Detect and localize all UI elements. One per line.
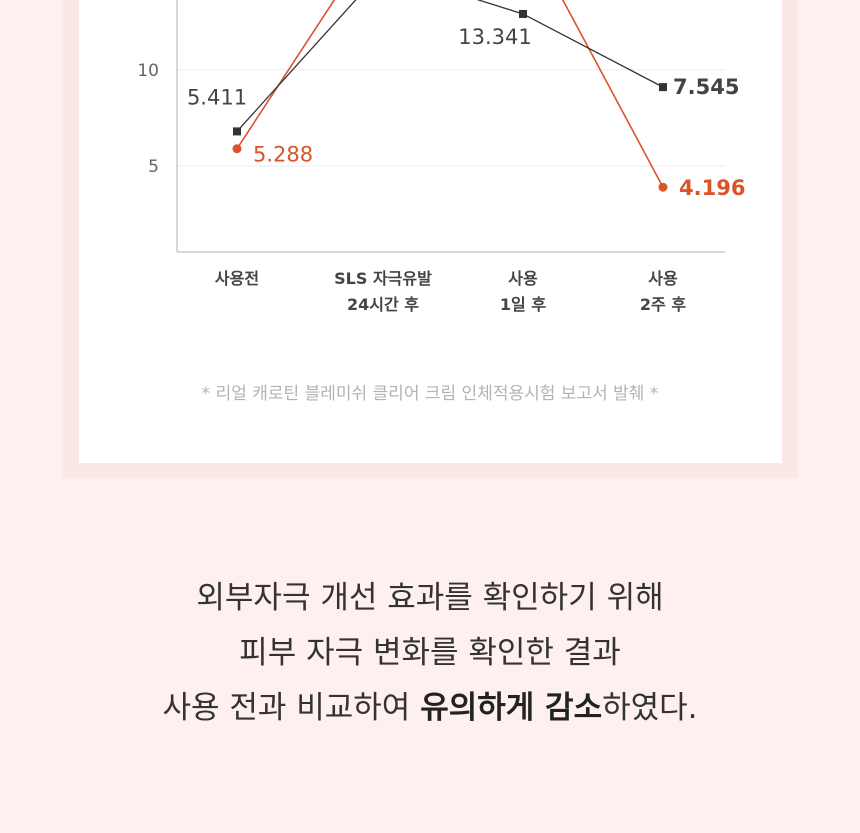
data-point: [659, 83, 667, 92]
data-point: [658, 182, 668, 192]
x-tick-label: 2주 후: [640, 295, 686, 314]
data-point: [232, 144, 242, 154]
x-tick-label: 사용: [648, 269, 678, 288]
data-label: 4.196: [679, 176, 745, 200]
data-label: 13.341: [458, 25, 531, 49]
data-label: 5.411: [187, 85, 247, 109]
series-line: [236, 0, 664, 132]
x-tick-label: 사용: [508, 269, 538, 288]
caption-line-1: 외부자극 개선 효과를 확인하기 위해: [196, 580, 664, 616]
x-tick-label: 24시간 후: [347, 295, 419, 314]
data-point: [519, 9, 527, 18]
y-tick-label: 5: [148, 157, 159, 177]
x-tick-label: 사용전: [215, 269, 259, 288]
y-tick-label: 10: [137, 61, 159, 81]
x-tick-label: 1일 후: [500, 295, 546, 314]
x-tick-label: SLS 자극유발: [334, 269, 432, 288]
caption-highlight: 유의하게 감소: [420, 690, 603, 726]
caption-line-3: 사용 전과 비교하여 유의하게 감소하였다.: [0, 682, 860, 727]
caption-line-3-pre: 사용 전과 비교하여: [162, 690, 421, 726]
caption-line-3-post: 하였다.: [602, 690, 698, 726]
data-label: 7.545: [673, 75, 739, 99]
data-point: [233, 127, 241, 136]
data-label: 5.288: [253, 143, 313, 167]
source-note: * 리얼 캐로틴 블레미쉬 클리어 크림 인체적용시험 보고서 발췌 *: [201, 384, 659, 404]
series-line: [236, 0, 664, 188]
caption-line-2: 피부 자극 변화를 확인한 결과: [239, 635, 621, 671]
chart-card: [79, 0, 782, 463]
